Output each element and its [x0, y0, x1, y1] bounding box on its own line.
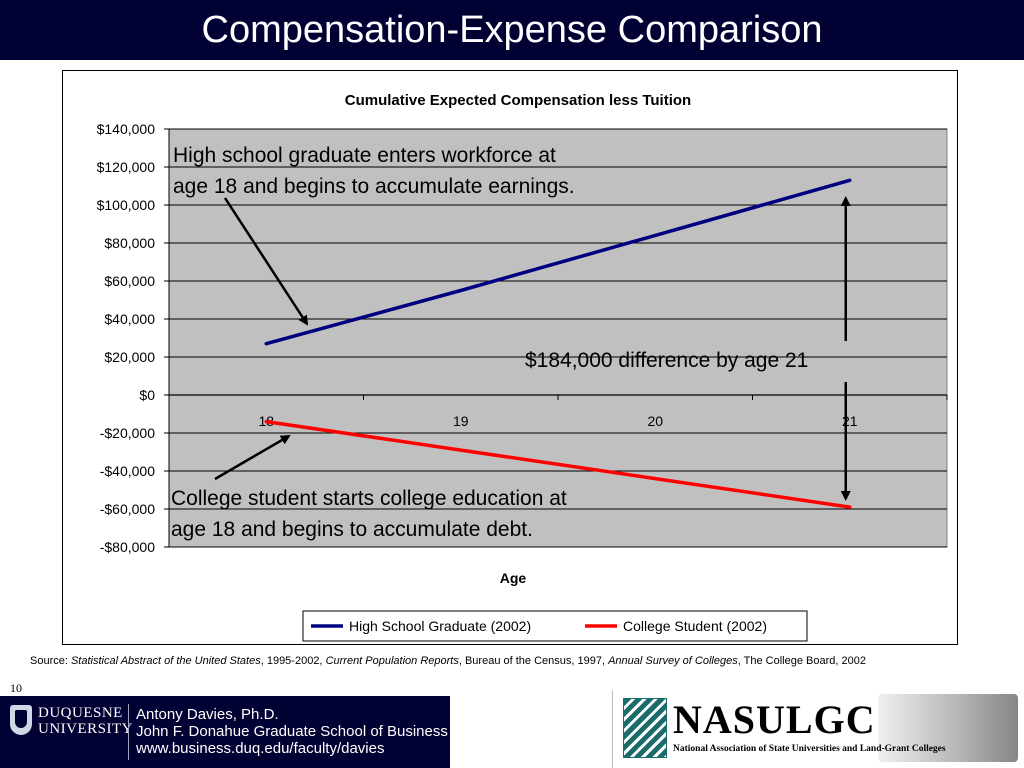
x-tick-label: 19: [453, 413, 469, 429]
annotation-college-line: College student starts college education…: [171, 487, 567, 510]
data-point: [848, 506, 851, 508]
data-point: [654, 477, 657, 480]
slide-title: Compensation-Expense Comparison: [0, 0, 1024, 60]
graduates-photo: [878, 694, 1018, 762]
y-tick-label: $80,000: [104, 235, 155, 251]
y-tick-label: $140,000: [97, 121, 156, 137]
y-tick-label: $60,000: [104, 273, 155, 289]
data-point: [459, 449, 462, 451]
legend-label: College Student (2002): [623, 618, 767, 634]
y-tick-label: $20,000: [104, 349, 155, 365]
chart-title: Cumulative Expected Compensation less Tu…: [345, 92, 691, 109]
x-tick-label: 21: [842, 413, 858, 429]
annotation-hs-arrow: [223, 197, 309, 326]
data-point: [459, 289, 462, 292]
annotation-hs-line: High school graduate enters workforce at: [173, 144, 556, 167]
author-name: Antony Davies, Ph.D.: [136, 706, 279, 723]
data-point: [654, 234, 657, 237]
chart-container: $140,000 $120,000 $100,000 $80,000 $60,000 $4…: [62, 70, 958, 645]
source-citation: Source: Statistical Abstract of the Unit…: [30, 655, 866, 667]
university-line-1: DUQUESNE: [38, 705, 123, 721]
x-tick-label: 20: [647, 413, 663, 429]
source-text-1: , 1995-2002,: [260, 655, 326, 667]
legend: [302, 610, 808, 642]
plot-area: [168, 128, 948, 548]
source-ref-2: Current Population Reports: [325, 655, 459, 667]
source-text-3: , The College Board, 2002: [737, 655, 866, 667]
nasulgc-wordmark: NASULGC: [673, 697, 876, 742]
y-tick-label: $0: [139, 387, 155, 403]
chart: $140,000 $120,000 $100,000 $80,000 $60,000 $4…: [97, 92, 948, 642]
university-line-2: UNIVERSITY: [38, 721, 133, 737]
data-point: [265, 420, 268, 423]
school-name: John F. Donahue Graduate School of Busin…: [136, 723, 448, 740]
faculty-url[interactable]: www.business.duq.edu/faculty/davies: [136, 740, 385, 757]
y-tick-label: -$80,000: [100, 539, 155, 555]
data-point: [265, 342, 268, 345]
annotation-difference: $184,000 difference by age 21: [525, 349, 808, 372]
nasulgc-subtitle: National Association of State Universiti…: [673, 744, 946, 754]
source-ref-3: Annual Survey of Colleges: [608, 655, 738, 667]
source-ref-1: Statistical Abstract of the United State…: [70, 655, 261, 667]
data-point: [848, 179, 851, 182]
source-prefix: Source:: [30, 655, 71, 667]
source-text-2: , Bureau of the Census, 1997,: [458, 655, 609, 667]
x-axis-label: Age: [500, 570, 527, 586]
footer-divider: [128, 704, 129, 760]
nasulgc-logo-icon: [623, 698, 667, 758]
y-tick-label: -$40,000: [100, 463, 155, 479]
author-block: Antony Davies, Ph.D. John F. Donahue Gra…: [136, 706, 448, 757]
series-line-1: [264, 178, 852, 346]
y-tick-label: $100,000: [97, 197, 156, 213]
page-number: 10: [10, 681, 22, 695]
y-tick-label: $40,000: [104, 311, 155, 327]
nasulgc-banner: NASULGC National Association of State Un…: [612, 690, 1024, 768]
series-line-2: [264, 419, 852, 509]
footer-banner: DUQUESNE UNIVERSITY Antony Davies, Ph.D.…: [0, 696, 450, 768]
university-shield-icon: [10, 705, 32, 735]
legend-label: High School Graduate (2002): [349, 618, 531, 634]
y-tick-label: -$60,000: [100, 501, 155, 517]
annotation-college-line: age 18 and begins to accumulate debt.: [171, 518, 533, 541]
annotation-hs-line: age 18 and begins to accumulate earnings…: [173, 175, 575, 198]
y-tick-label: -$20,000: [100, 425, 155, 441]
annotation-college-arrow: [214, 434, 291, 481]
university-wordmark: DUQUESNE UNIVERSITY: [38, 705, 133, 737]
y-tick-label: $120,000: [97, 159, 156, 175]
